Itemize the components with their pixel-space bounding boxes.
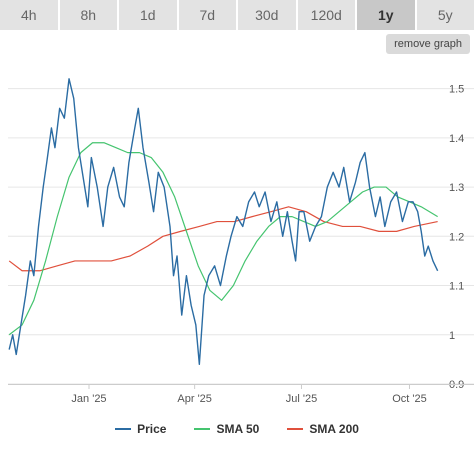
legend-item-sma-200[interactable]: SMA 200 [287, 422, 359, 436]
series-line-price [8, 78, 439, 366]
series-line-sma200 [8, 206, 438, 272]
legend-item-sma-50[interactable]: SMA 50 [194, 422, 259, 436]
y-tick-label-4: 1.3 [449, 182, 464, 194]
x-tick-label-0: Jan '25 [71, 393, 106, 405]
remove-graph-button[interactable]: remove graph [386, 34, 470, 54]
legend-swatch-sma-50 [194, 428, 211, 430]
legend-label-price: Price [137, 422, 167, 436]
tab-5y[interactable]: 5y [416, 0, 474, 30]
legend-swatch-sma-200 [287, 428, 304, 430]
legend-label-sma-50: SMA 50 [216, 422, 260, 436]
tab-7d[interactable]: 7d [178, 0, 236, 30]
tab-8h[interactable]: 8h [59, 0, 117, 30]
y-tick-label-6: 1.5 [449, 84, 464, 96]
y-tick-label-2: 1.1 [449, 281, 464, 293]
legend-label-sma-200: SMA 200 [309, 422, 359, 436]
tab-4h[interactable]: 4h [0, 0, 58, 30]
y-tick-label-5: 1.4 [449, 133, 464, 145]
series-line-sma50 [8, 142, 438, 336]
tab-30d[interactable]: 30d [238, 0, 296, 30]
time-range-tabs: 4h 8h 1d 7d 30d 120d 1y 5y [0, 0, 474, 30]
legend-swatch-price [115, 428, 132, 430]
y-tick-label-1: 1 [449, 330, 455, 342]
x-tick-label-2: Jul '25 [286, 393, 317, 405]
y-tick-label-3: 1.2 [449, 231, 464, 243]
tab-120d[interactable]: 120d [297, 0, 355, 30]
tab-1y[interactable]: 1y [357, 0, 415, 30]
tab-1d[interactable]: 1d [119, 0, 177, 30]
x-tick-label-1: Apr '25 [177, 393, 212, 405]
legend-item-price[interactable]: Price [115, 422, 166, 436]
x-tick-label-3: Oct '25 [392, 393, 427, 405]
chart-legend: Price SMA 50 SMA 200 [0, 418, 474, 440]
